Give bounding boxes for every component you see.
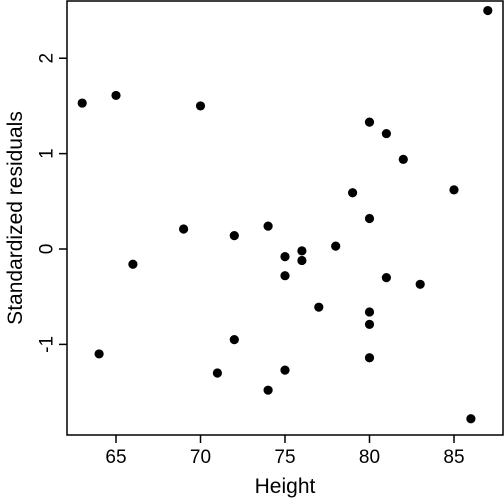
x-tick-label: 65 xyxy=(105,447,126,468)
x-axis: 65 70 75 80 85 xyxy=(105,435,465,468)
data-point xyxy=(364,307,375,317)
y-tick-label: 0 xyxy=(37,244,58,255)
data-point xyxy=(364,213,375,224)
data-point xyxy=(280,252,290,262)
data-point xyxy=(381,273,391,283)
x-tick-label: 75 xyxy=(274,447,295,468)
y-tick-label: -1 xyxy=(37,336,58,353)
data-point xyxy=(466,414,476,424)
data-point xyxy=(415,279,425,289)
data-point xyxy=(77,98,87,108)
x-tick-label: 85 xyxy=(443,447,464,468)
data-point xyxy=(364,319,375,329)
data-point xyxy=(449,185,459,195)
data-point xyxy=(398,154,408,164)
data-point xyxy=(179,224,189,234)
y-axis-label: Standardized residuals xyxy=(4,111,27,325)
data-point xyxy=(229,231,239,241)
data-point xyxy=(229,335,239,345)
data-point xyxy=(364,117,375,127)
data-point xyxy=(280,271,290,281)
y-tick-label: 2 xyxy=(37,53,58,64)
data-point xyxy=(364,353,375,363)
data-point xyxy=(314,302,324,312)
data-point xyxy=(297,255,307,266)
data-point xyxy=(381,128,391,139)
x-tick-label: 70 xyxy=(190,447,211,468)
y-tick-label: 1 xyxy=(37,148,58,159)
x-tick-label: 80 xyxy=(359,447,380,468)
data-point xyxy=(297,246,307,256)
data-points xyxy=(77,5,493,424)
data-point xyxy=(280,365,290,375)
data-point xyxy=(195,101,206,111)
x-axis-label: Height xyxy=(255,475,316,498)
data-point xyxy=(128,259,138,269)
data-point xyxy=(212,368,223,378)
y-axis: -1 0 1 2 xyxy=(37,53,67,353)
data-point xyxy=(263,385,273,395)
data-point xyxy=(483,5,493,16)
data-point xyxy=(331,241,341,251)
data-point xyxy=(111,90,121,101)
data-point xyxy=(94,349,104,359)
data-point xyxy=(347,188,358,198)
data-point xyxy=(263,221,273,231)
